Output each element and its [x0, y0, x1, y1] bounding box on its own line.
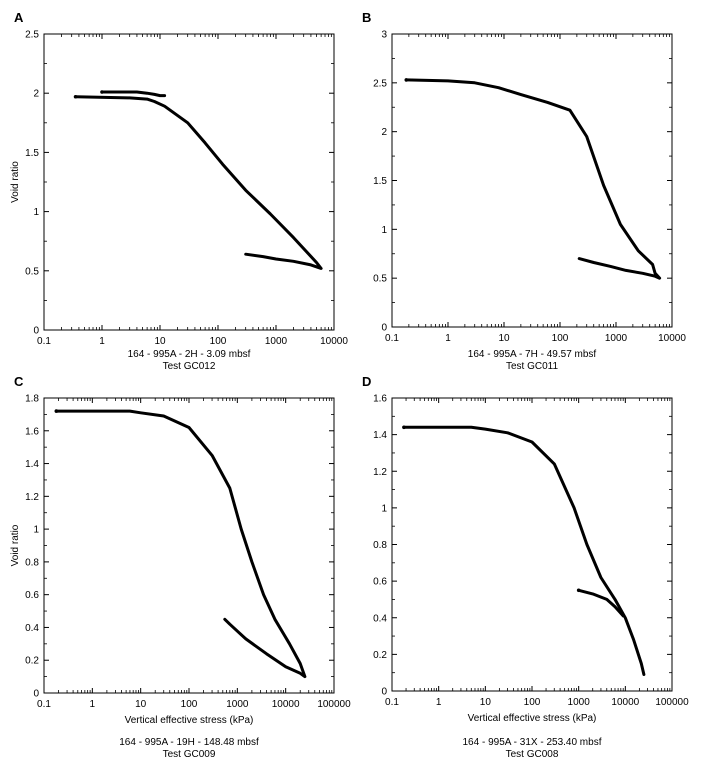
y-tick-label: 0: [381, 687, 387, 698]
y-axis-label: Void ratio: [10, 161, 21, 203]
sample-caption: 164 - 995A - 7H - 49.57 mbsf: [468, 349, 597, 360]
panel-d: D 0.1 1 10 100 1000 10000 100000 0 0.2 0.4 0.6 0.8 1 1…: [362, 374, 689, 760]
y-tick-label: 1.5: [25, 148, 39, 159]
series-start-point: [402, 425, 406, 430]
series-start-point: [54, 409, 59, 413]
x-tick-label: 10: [498, 333, 510, 344]
x-axis-label: Vertical effective stress (kPa): [468, 713, 597, 724]
y-tick-label: 0.4: [25, 623, 39, 634]
plot-frame: [391, 33, 673, 328]
y-axis-label: Void ratio: [10, 524, 21, 566]
x-tick-label: 100: [524, 697, 541, 708]
series-line: [100, 90, 167, 98]
x-tick-label: 10: [135, 699, 147, 710]
x-tick-label: 100: [181, 699, 198, 710]
y-tick-label: 1: [33, 207, 39, 218]
y-tick-label: 0.2: [373, 650, 387, 661]
series-start-point: [576, 588, 581, 593]
y-tick-label: 1.8: [25, 394, 39, 405]
x-tick-label: 10000: [611, 697, 639, 708]
x-tick-label: 10000: [272, 699, 300, 710]
test-caption: Test GC008: [506, 749, 559, 760]
y-tick-label: 0: [381, 323, 387, 334]
y-tick-label: 0.4: [373, 613, 387, 624]
x-tick-label: 10000: [320, 336, 348, 347]
plot-frame: [43, 33, 335, 331]
panel-letter: B: [362, 10, 371, 25]
x-tick-label: 1: [90, 699, 96, 710]
y-tick-label: 0.5: [373, 274, 387, 285]
x-tick-label: 1000: [568, 697, 591, 708]
test-caption: Test GC009: [163, 749, 216, 760]
panel-c: C 0.1 1 10 100 1000 10000 100000 0 0.2 0.4 0.6 0.8 1 1…: [10, 374, 351, 760]
y-tick-label: 1.2: [25, 492, 39, 503]
y-tick-label: 1.6: [373, 394, 387, 405]
series-line: [402, 425, 646, 676]
x-tick-label: 10000: [658, 333, 686, 344]
panel-letter: D: [362, 374, 371, 389]
x-tick-label: 0.1: [385, 697, 399, 708]
x-tick-label: 1000: [605, 333, 628, 344]
x-tick-label: 1000: [265, 336, 288, 347]
y-tick-label: 1: [381, 503, 387, 514]
panel-a: A 0.1 1 10 100 1000 10000 0 0.5 1 1.5 2 2.5 Void rati…: [10, 10, 348, 372]
sample-caption: 164 - 995A - 31X - 253.40 mbsf: [463, 737, 602, 748]
y-tick-label: 0.5: [25, 266, 39, 277]
y-tick-label: 1.4: [373, 430, 387, 441]
y-tick-label: 1.4: [25, 459, 39, 470]
x-tick-label: 100000: [317, 699, 351, 710]
x-tick-label: 100000: [655, 697, 689, 708]
x-tick-label: 1: [445, 333, 451, 344]
panel-letter: A: [14, 10, 24, 25]
x-tick-label: 1: [436, 697, 442, 708]
series-start-point: [100, 90, 104, 94]
series-line: [74, 95, 323, 270]
y-tick-label: 2.5: [25, 30, 39, 41]
x-tick-label: 0.1: [37, 336, 51, 347]
sample-caption: 164 - 995A - 19H - 148.48 mbsf: [119, 737, 259, 748]
y-tick-label: 1.6: [25, 426, 39, 437]
x-tick-label: 100: [552, 333, 569, 344]
sample-caption: 164 - 995A - 2H - 3.09 mbsf: [128, 349, 251, 360]
panel-letter: C: [14, 374, 24, 389]
y-tick-label: 1: [33, 525, 39, 536]
x-tick-label: 10: [154, 336, 166, 347]
x-tick-label: 100: [210, 336, 227, 347]
y-tick-label: 0: [33, 326, 39, 337]
series-line: [54, 409, 307, 679]
test-caption: Test GC012: [163, 361, 216, 372]
x-tick-label: 1000: [226, 699, 249, 710]
x-tick-label: 10: [480, 697, 492, 708]
y-tick-label: 0.6: [373, 577, 387, 588]
y-tick-label: 3: [381, 30, 387, 41]
x-tick-label: 0.1: [37, 699, 51, 710]
test-caption: Test GC011: [506, 361, 558, 372]
x-tick-label: 0.1: [385, 333, 399, 344]
x-tick-label: 1: [99, 336, 105, 347]
y-tick-label: 0.8: [25, 557, 39, 568]
y-tick-label: 1.5: [373, 176, 387, 187]
panel-b: B 0.1 1 10 100 1000 10000 0 0.5 1 1.5 2 2.5 3 164 - 99…: [362, 10, 686, 372]
y-tick-label: 1: [381, 225, 387, 236]
y-tick-label: 0.2: [25, 656, 39, 667]
y-tick-label: 2: [381, 127, 387, 138]
series-start-point: [73, 94, 78, 99]
y-tick-label: 0: [33, 689, 39, 700]
series-start-point: [404, 78, 409, 82]
y-tick-label: 1.2: [373, 467, 387, 478]
series-line: [577, 588, 625, 618]
y-tick-label: 2: [33, 89, 39, 100]
series-line: [404, 78, 662, 280]
y-tick-label: 2.5: [373, 78, 387, 89]
y-tick-label: 0.6: [25, 590, 39, 601]
x-axis-label: Vertical effective stress (kPa): [125, 715, 254, 726]
y-tick-label: 0.8: [373, 540, 387, 551]
